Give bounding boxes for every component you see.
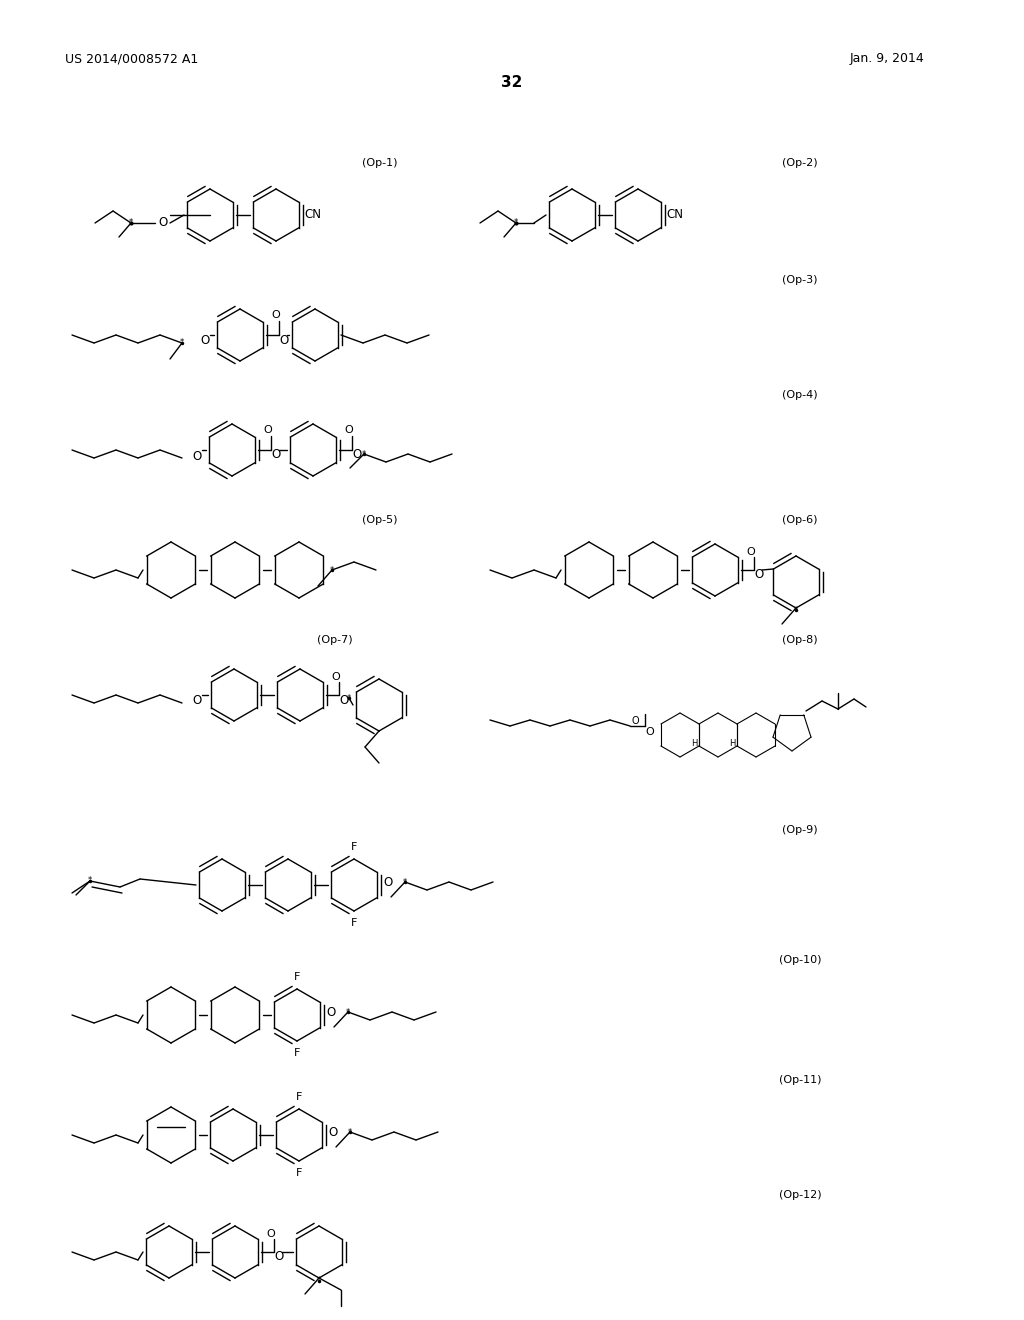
Text: *: * bbox=[361, 450, 367, 458]
Text: (Op-7): (Op-7) bbox=[317, 635, 353, 645]
Text: *: * bbox=[794, 606, 798, 615]
Text: O: O bbox=[383, 876, 392, 890]
Text: *: * bbox=[348, 1127, 352, 1137]
Text: F: F bbox=[296, 1092, 302, 1102]
Text: US 2014/0008572 A1: US 2014/0008572 A1 bbox=[65, 51, 199, 65]
Text: O: O bbox=[326, 1006, 335, 1019]
Text: O: O bbox=[746, 546, 755, 557]
Text: (Op-4): (Op-4) bbox=[782, 389, 818, 400]
Text: (Op-3): (Op-3) bbox=[782, 275, 818, 285]
Text: F: F bbox=[294, 1048, 300, 1059]
Text: (Op-6): (Op-6) bbox=[782, 515, 818, 525]
Text: O: O bbox=[754, 569, 763, 582]
Text: *: * bbox=[330, 565, 334, 574]
Text: *: * bbox=[514, 219, 518, 227]
Text: (Op-12): (Op-12) bbox=[778, 1191, 821, 1200]
Text: O: O bbox=[339, 693, 348, 706]
Text: O: O bbox=[645, 727, 653, 737]
Text: 32: 32 bbox=[502, 75, 522, 90]
Text: O: O bbox=[279, 334, 288, 346]
Text: O: O bbox=[200, 334, 209, 347]
Text: *: * bbox=[88, 876, 92, 886]
Text: H: H bbox=[729, 738, 735, 747]
Text: Jan. 9, 2014: Jan. 9, 2014 bbox=[850, 51, 925, 65]
Text: (Op-11): (Op-11) bbox=[778, 1074, 821, 1085]
Text: (Op-9): (Op-9) bbox=[782, 825, 818, 836]
Text: *: * bbox=[129, 219, 133, 227]
Text: *: * bbox=[180, 338, 184, 347]
Text: F: F bbox=[296, 1168, 302, 1177]
Text: (Op-5): (Op-5) bbox=[362, 515, 397, 525]
Text: *: * bbox=[402, 878, 408, 887]
Text: O: O bbox=[266, 1229, 274, 1239]
Text: O: O bbox=[632, 715, 640, 726]
Text: O: O bbox=[263, 425, 271, 436]
Text: F: F bbox=[351, 917, 357, 928]
Text: O: O bbox=[193, 450, 202, 462]
Text: O: O bbox=[328, 1126, 337, 1139]
Text: O: O bbox=[352, 449, 361, 462]
Text: (Op-2): (Op-2) bbox=[782, 158, 818, 168]
Text: O: O bbox=[193, 694, 202, 708]
Text: H: H bbox=[691, 738, 697, 747]
Text: *: * bbox=[347, 693, 351, 702]
Text: F: F bbox=[294, 972, 300, 982]
Text: (Op-1): (Op-1) bbox=[362, 158, 397, 168]
Text: O: O bbox=[271, 449, 281, 462]
Text: O: O bbox=[274, 1250, 284, 1263]
Text: *: * bbox=[346, 1007, 350, 1016]
Text: O: O bbox=[271, 310, 280, 319]
Text: (Op-10): (Op-10) bbox=[778, 954, 821, 965]
Text: O: O bbox=[344, 425, 352, 436]
Text: CN: CN bbox=[304, 209, 321, 222]
Text: O: O bbox=[158, 216, 167, 230]
Text: CN: CN bbox=[666, 209, 683, 222]
Text: (Op-8): (Op-8) bbox=[782, 635, 818, 645]
Text: F: F bbox=[351, 842, 357, 851]
Text: O: O bbox=[331, 672, 340, 682]
Text: *: * bbox=[316, 1276, 322, 1286]
